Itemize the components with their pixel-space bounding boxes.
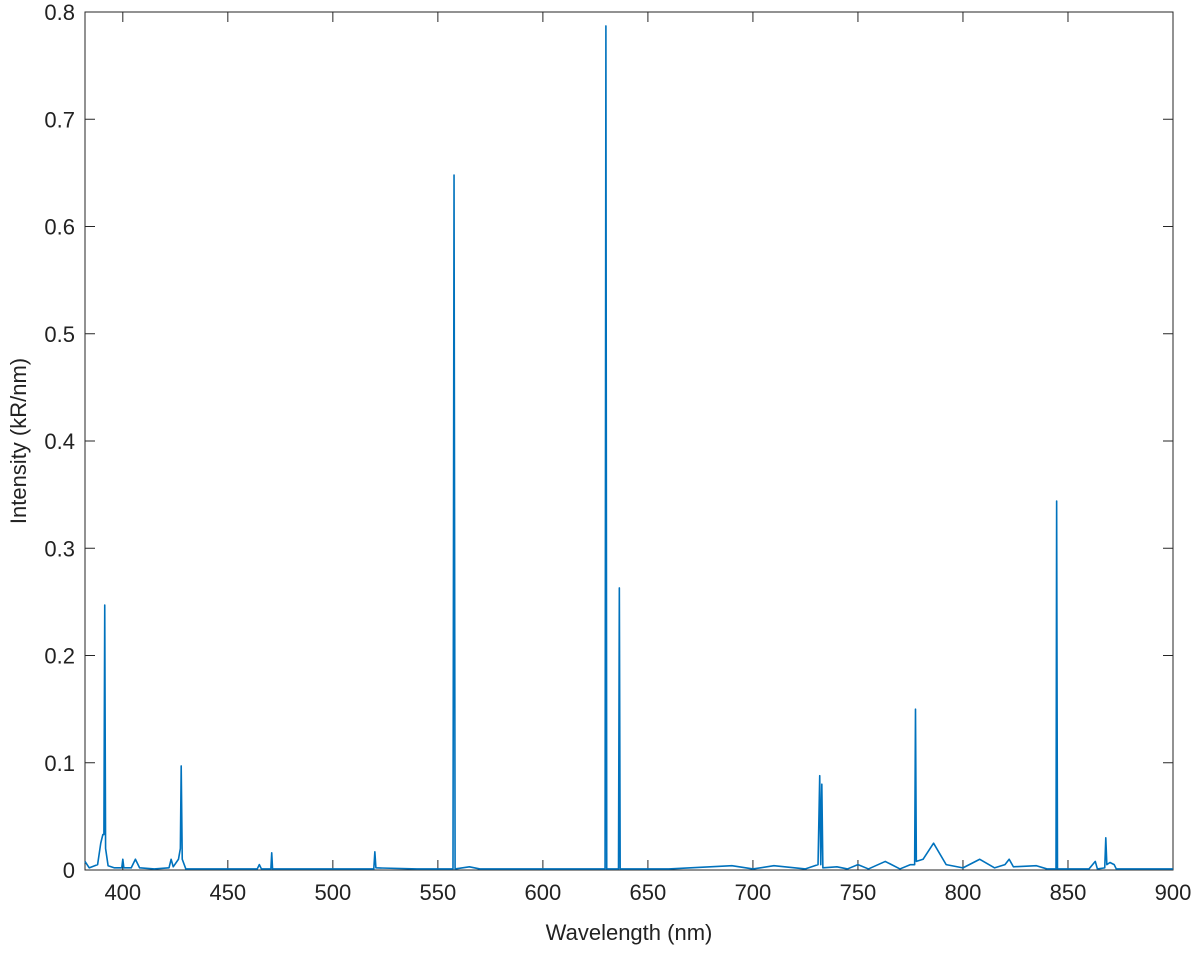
y-tick-label: 0.3 <box>44 536 75 561</box>
x-tick-label: 700 <box>735 880 772 905</box>
y-tick-label: 0 <box>63 858 75 883</box>
y-tick-label: 0.5 <box>44 322 75 347</box>
x-tick-label: 400 <box>104 880 141 905</box>
x-tick-label: 650 <box>630 880 667 905</box>
y-tick-label: 0.4 <box>44 429 75 454</box>
x-tick-label: 900 <box>1155 880 1192 905</box>
x-tick-label: 750 <box>840 880 877 905</box>
plot-frame <box>84 11 1174 871</box>
y-tick-label: 0.8 <box>44 0 75 25</box>
y-axis-label: Intensity (kR/nm) <box>6 358 31 524</box>
x-tick-label: 850 <box>1050 880 1087 905</box>
spectrum-line <box>84 25 1173 870</box>
x-tick-label: 550 <box>420 880 457 905</box>
y-tick-label: 0.2 <box>44 644 75 669</box>
x-tick-label: 600 <box>525 880 562 905</box>
y-tick-label: 0.1 <box>44 751 75 776</box>
x-axis-label: Wavelength (nm) <box>546 920 713 945</box>
x-tick-label: 500 <box>314 880 351 905</box>
x-tick-label: 450 <box>209 880 246 905</box>
x-tick-label: 800 <box>945 880 982 905</box>
y-tick-label: 0.7 <box>44 107 75 132</box>
y-tick-label: 0.6 <box>44 215 75 240</box>
